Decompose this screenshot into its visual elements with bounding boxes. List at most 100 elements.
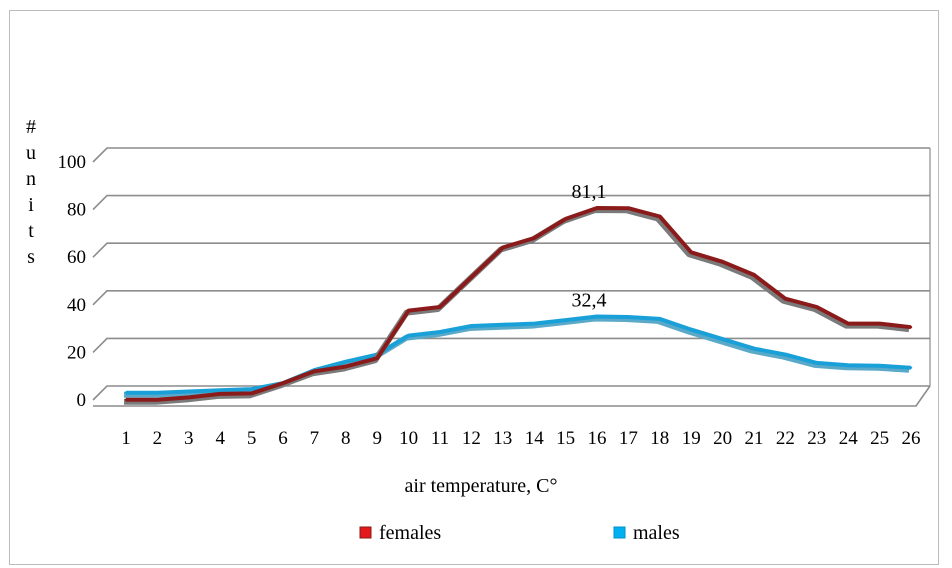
chart-floor [93, 385, 931, 407]
y-tick-label: 80 [67, 200, 86, 221]
data-point-males [564, 318, 567, 322]
y-tick-label: 60 [67, 247, 86, 268]
data-point-females [156, 398, 159, 402]
x-tick-label: 24 [839, 428, 859, 449]
x-tick-label: 11 [431, 428, 449, 449]
data-point-females [124, 398, 128, 402]
data-point-females [752, 273, 756, 277]
x-tick-label: 6 [278, 428, 288, 449]
data-point-females [784, 297, 787, 300]
series-line-males [126, 314, 912, 395]
data-label: 32,4 [572, 290, 607, 312]
data-point-females [376, 356, 379, 360]
data-point-females [878, 322, 881, 325]
x-tick-labels: 1 2 3 4 5 6 7 8 9 10 11 12 13 14 15 16 17 18 19 20 21 22 23 24 2… [121, 428, 920, 449]
x-tick-label: 18 [650, 428, 669, 449]
data-point-males [909, 366, 913, 369]
data-point-females [470, 276, 473, 279]
data-point-females [690, 251, 693, 254]
data-point-females [187, 396, 190, 399]
data-point-males [815, 361, 818, 365]
y-axis-label-char: n [26, 168, 36, 190]
data-point-males [847, 364, 850, 367]
data-point-males [407, 334, 410, 337]
data-point-males [533, 322, 536, 325]
legend-label-females: females [379, 522, 441, 544]
x-tick-label: 4 [215, 428, 225, 449]
data-point-females [501, 246, 504, 249]
x-tick-label: 7 [310, 428, 320, 449]
legend-item-females: females [359, 522, 441, 544]
data-point-males [784, 353, 787, 356]
data-point-males [250, 387, 253, 391]
series-line-females [126, 206, 912, 402]
x-tick-label: 20 [713, 428, 732, 449]
data-point-females [847, 322, 850, 325]
x-tick-label: 3 [184, 428, 194, 449]
legend-item-males: males [613, 522, 680, 544]
floor-edge [93, 385, 931, 407]
data-point-males [470, 324, 473, 328]
grid-lines [92, 147, 931, 401]
series-males [124, 314, 913, 398]
y-tick-label: 0 [77, 390, 87, 411]
x-tick-label: 22 [776, 428, 795, 449]
x-tick-label: 21 [745, 428, 764, 449]
data-point-males [124, 391, 128, 394]
x-tick-label: 17 [619, 428, 638, 449]
x-tick-label: 2 [153, 428, 163, 449]
data-point-males [878, 364, 881, 367]
data-point-females [815, 305, 818, 309]
y-axis-label-char: t [28, 220, 34, 242]
data-point-females [564, 217, 567, 221]
data-point-females [344, 365, 347, 368]
data-point-males [690, 328, 693, 331]
gridline-60 [92, 242, 930, 258]
data-point-females [595, 206, 599, 210]
legend-swatch-females [359, 526, 372, 539]
data-point-males [627, 315, 630, 319]
x-tick-label: 5 [247, 428, 257, 449]
data-point-males [721, 337, 724, 341]
y-tick-label: 20 [67, 342, 86, 363]
chart-frame [9, 10, 939, 565]
x-tick-label: 25 [870, 428, 889, 449]
x-tick-label: 9 [372, 428, 382, 449]
data-point-males [438, 330, 442, 334]
x-tick-label: 15 [556, 428, 575, 449]
legend-swatch-males [613, 526, 626, 539]
y-axis-label-char: s [27, 246, 35, 268]
x-axis-label: air temperature, C° [405, 475, 558, 497]
gridline-20 [92, 337, 930, 353]
x-tick-label: 14 [525, 428, 545, 449]
gridline-0 [92, 385, 930, 401]
data-point-females [407, 309, 410, 312]
gridline-40 [92, 289, 930, 306]
gridline-80 [92, 194, 930, 211]
data-point-males [344, 360, 347, 363]
data-point-females [533, 236, 536, 240]
y-tick-label: 40 [67, 295, 86, 316]
data-point-males [595, 315, 599, 318]
data-point-females [627, 207, 630, 210]
data-point-males [156, 391, 159, 394]
x-tick-label: 23 [807, 428, 826, 449]
data-label: 81,1 [572, 181, 607, 203]
x-tick-label: 1 [121, 428, 131, 449]
gridline-100 [92, 147, 930, 163]
data-point-females [909, 326, 913, 329]
data-point-males [752, 347, 756, 350]
y-tick-labels: 0 20 40 60 80 100 [58, 152, 87, 411]
data-point-females [219, 392, 222, 396]
x-tick-label: 19 [682, 428, 701, 449]
series-females [124, 206, 913, 405]
data-point-females [658, 215, 661, 218]
x-tick-label: 8 [341, 428, 351, 449]
series-lines [124, 206, 913, 405]
x-tick-label: 12 [462, 428, 481, 449]
data-point-females [250, 392, 253, 395]
y-axis-label-char: # [26, 116, 36, 138]
series-shadow-females [124, 207, 910, 405]
data-point-males [501, 323, 504, 327]
